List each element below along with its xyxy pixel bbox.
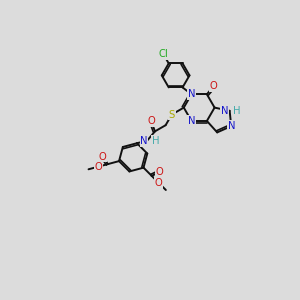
Text: O: O: [99, 152, 106, 162]
Text: N: N: [140, 136, 148, 146]
Text: S: S: [169, 110, 175, 119]
Text: O: O: [210, 81, 218, 91]
Text: H: H: [152, 136, 159, 146]
Text: Cl: Cl: [158, 49, 168, 59]
Text: O: O: [155, 178, 163, 188]
Text: O: O: [147, 116, 155, 126]
Text: O: O: [156, 167, 164, 177]
Text: O: O: [94, 162, 102, 172]
Text: N: N: [188, 116, 195, 126]
Text: N: N: [220, 106, 228, 116]
Text: N: N: [188, 89, 195, 99]
Text: N: N: [227, 121, 235, 131]
Text: H: H: [233, 106, 240, 116]
